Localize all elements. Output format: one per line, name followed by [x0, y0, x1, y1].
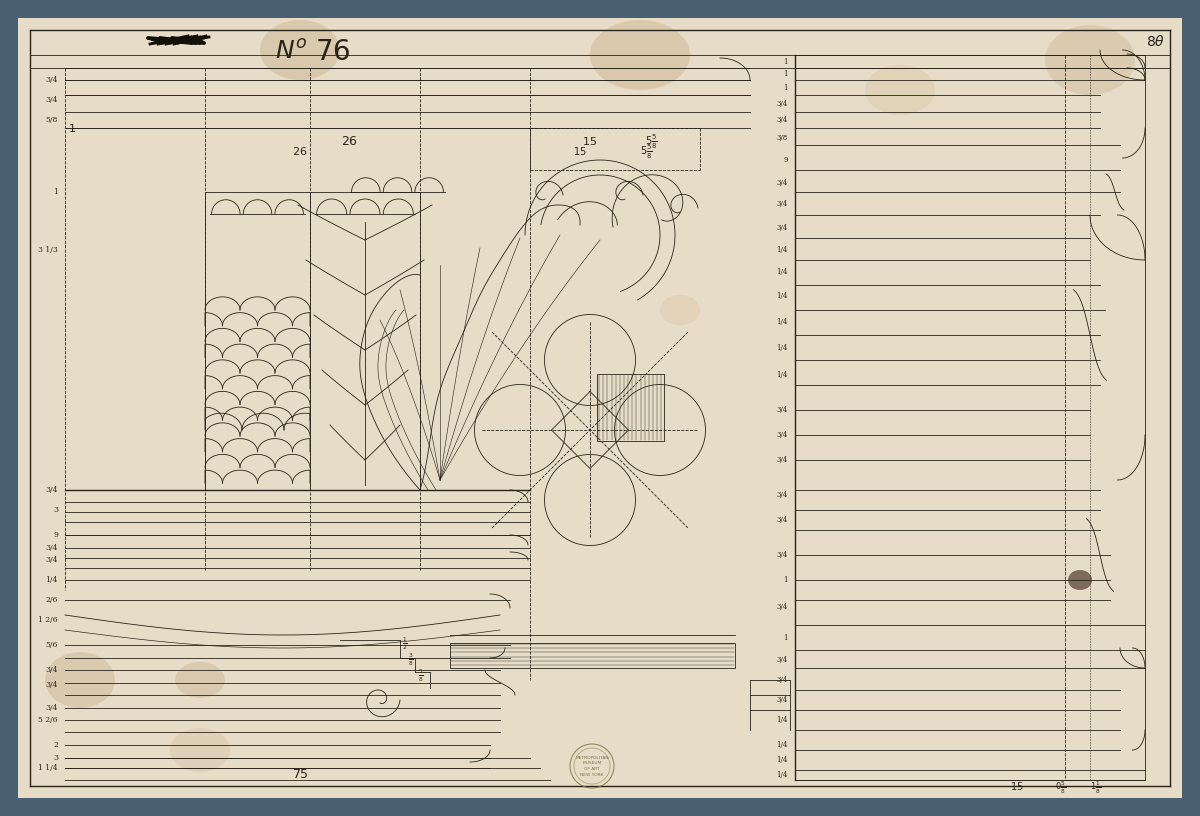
Text: 3/4: 3/4: [46, 556, 58, 564]
Text: 5/6: 5/6: [46, 641, 58, 649]
Text: 3/4: 3/4: [776, 100, 788, 108]
Text: 1 2/6: 1 2/6: [38, 616, 58, 624]
Text: 1/4: 1/4: [46, 576, 58, 584]
Text: $\mathit{5\frac{5}{8}}$: $\mathit{5\frac{5}{8}}$: [646, 133, 658, 151]
Text: $\mathit{15}$: $\mathit{15}$: [574, 145, 587, 157]
Text: 1: 1: [784, 84, 788, 92]
Text: 3/4: 3/4: [776, 603, 788, 611]
Text: 3/4: 3/4: [776, 116, 788, 124]
Text: 1/4: 1/4: [776, 716, 788, 724]
Ellipse shape: [660, 295, 700, 325]
Text: 3/4: 3/4: [776, 696, 788, 704]
Text: 3/4: 3/4: [776, 456, 788, 464]
Text: 1: 1: [53, 188, 58, 196]
Text: $\mathit{15}$: $\mathit{15}$: [582, 135, 598, 147]
Text: 3/4: 3/4: [46, 96, 58, 104]
Ellipse shape: [260, 20, 340, 80]
Text: $\mathit{15}$: $\mathit{15}$: [1010, 780, 1024, 792]
Ellipse shape: [865, 65, 935, 115]
Text: MUSEUM: MUSEUM: [582, 761, 601, 765]
Text: 9: 9: [784, 156, 788, 164]
Text: 3/4: 3/4: [776, 179, 788, 187]
Text: $\mathit{N^o}$: $\mathit{N^o}$: [275, 40, 307, 64]
Text: 3/4: 3/4: [776, 491, 788, 499]
Text: $\mathit{5\frac{5}{8}}$: $\mathit{5\frac{5}{8}}$: [640, 143, 653, 161]
Text: $\mathit{26}$: $\mathit{26}$: [293, 145, 307, 157]
Text: METROPOLITAN: METROPOLITAN: [575, 756, 608, 760]
Text: 3: 3: [53, 506, 58, 514]
Ellipse shape: [1068, 570, 1092, 590]
Text: $\mathit{75}$: $\mathit{75}$: [292, 768, 308, 781]
Text: $\mathit{26}$: $\mathit{26}$: [342, 135, 359, 148]
Bar: [598, 374, 664, 441]
Text: 3/4: 3/4: [46, 666, 58, 674]
Text: $\mathit{0\frac{5}{8}}$: $\mathit{0\frac{5}{8}}$: [1055, 779, 1066, 796]
Text: $\mathit{8\theta}$: $\mathit{8\theta}$: [1146, 34, 1165, 50]
Text: $\mathit{1}$: $\mathit{1}$: [68, 122, 76, 134]
Text: 3/4: 3/4: [46, 76, 58, 84]
Text: 1/4: 1/4: [776, 318, 788, 326]
Text: 3/4: 3/4: [776, 676, 788, 684]
Ellipse shape: [175, 662, 226, 698]
Text: 2: 2: [53, 741, 58, 749]
Text: 3/4: 3/4: [776, 200, 788, 208]
Text: 1/4: 1/4: [776, 246, 788, 254]
Bar: [450, 643, 734, 668]
Text: 1/4: 1/4: [776, 268, 788, 276]
Text: 1: 1: [784, 634, 788, 642]
Text: 1/4: 1/4: [776, 756, 788, 764]
Ellipse shape: [590, 20, 690, 90]
Text: 1/4: 1/4: [776, 741, 788, 749]
Text: 3 1/3: 3 1/3: [38, 246, 58, 254]
Text: $\frac{1}{2}$: $\frac{1}{2}$: [402, 636, 408, 652]
Text: 1/4: 1/4: [776, 371, 788, 379]
Text: 3/8: 3/8: [776, 134, 788, 142]
Text: OF ART: OF ART: [584, 767, 600, 771]
Ellipse shape: [46, 652, 115, 708]
Ellipse shape: [170, 728, 230, 772]
Text: 5/8: 5/8: [46, 116, 58, 124]
Text: 5 2/6: 5 2/6: [38, 716, 58, 724]
Text: 1/4: 1/4: [776, 344, 788, 352]
Text: 3/4: 3/4: [46, 704, 58, 712]
Text: 3/4: 3/4: [776, 516, 788, 524]
Text: 1: 1: [784, 58, 788, 66]
Text: 3/4: 3/4: [776, 551, 788, 559]
Text: 3/4: 3/4: [46, 544, 58, 552]
Text: 3/4: 3/4: [776, 431, 788, 439]
Text: 3: 3: [53, 754, 58, 762]
Ellipse shape: [1045, 25, 1135, 95]
Text: 2/6: 2/6: [46, 596, 58, 604]
Text: 1/4: 1/4: [776, 292, 788, 300]
Text: 1 1/4: 1 1/4: [38, 764, 58, 772]
Text: $\frac{3}{8}$: $\frac{3}{8}$: [408, 651, 414, 668]
Text: 1: 1: [784, 70, 788, 78]
Text: 3/4: 3/4: [776, 656, 788, 664]
Text: 1/4: 1/4: [776, 771, 788, 779]
Text: $\mathit{1\frac{1}{8}}$: $\mathit{1\frac{1}{8}}$: [1090, 779, 1102, 796]
Text: 3/4: 3/4: [776, 406, 788, 414]
Text: 9: 9: [53, 531, 58, 539]
Text: $\mathit{76}$: $\mathit{76}$: [314, 38, 350, 65]
Text: $\frac{5}{8}$: $\frac{5}{8}$: [418, 667, 424, 684]
Text: 1: 1: [784, 576, 788, 584]
Text: 3/4: 3/4: [46, 486, 58, 494]
Text: 3/4: 3/4: [776, 224, 788, 232]
Text: NEW YORK: NEW YORK: [581, 773, 604, 777]
Text: 3/4: 3/4: [46, 681, 58, 689]
